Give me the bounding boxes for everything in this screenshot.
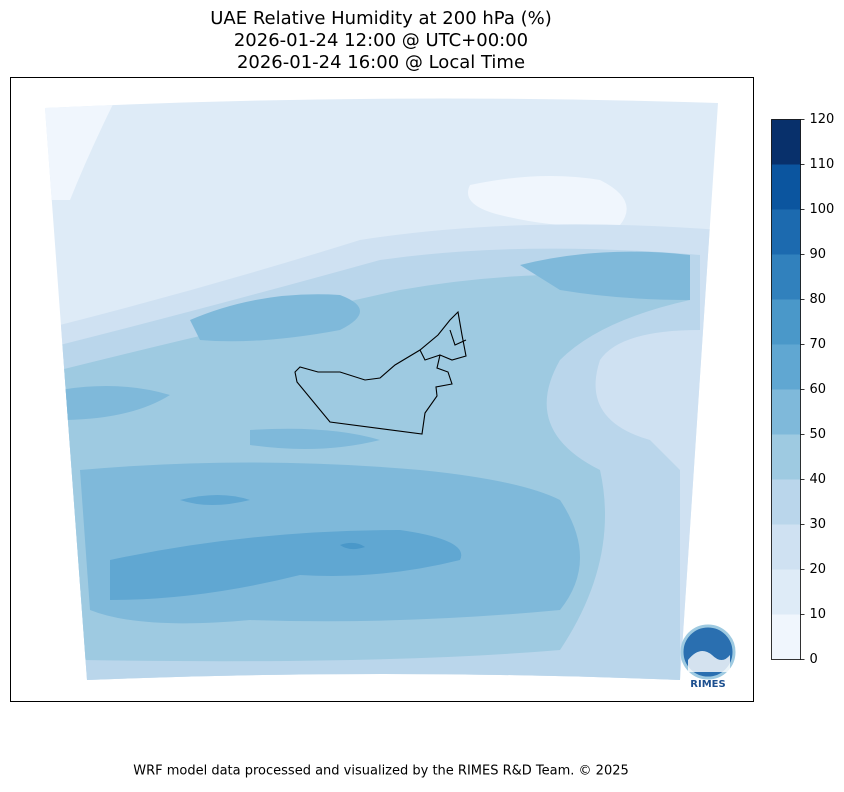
colorbar-tick-label: 80: [810, 292, 827, 307]
colorbar-segment: [771, 614, 801, 660]
colorbar-tick-label: 50: [810, 427, 827, 442]
colorbar-segment: [771, 209, 801, 255]
colorbar-segment: [771, 164, 801, 210]
colorbar-segment: [771, 569, 801, 615]
humidity-field: [45, 98, 718, 681]
colorbar-segment: [771, 119, 801, 165]
colorbar-segment: [771, 299, 801, 345]
colorbar-frame: [771, 119, 801, 660]
colorbar: 0 10 20 30 40 50 60 70 80 90 100 110 120: [771, 112, 835, 667]
colorbar-tick-label: 60: [810, 382, 827, 397]
logo: RIMES: [680, 624, 736, 690]
colorbar-tick-label: 10: [810, 607, 827, 622]
logo-text: RIMES: [690, 679, 725, 690]
colorbar-tick-label: 100: [810, 202, 835, 217]
colorbar-segment: [771, 344, 801, 390]
colorbar-tick-label: 90: [810, 247, 827, 262]
title-line: UAE Relative Humidity at 200 hPa (%): [210, 8, 551, 29]
colorbar-segment: [771, 524, 801, 570]
colorbar-segment: [771, 434, 801, 480]
footer: WRF model data processed and visualized …: [133, 764, 629, 779]
colorbar-tick-label: 20: [810, 562, 827, 577]
colorbar-segment: [771, 479, 801, 525]
colorbar-tick-label: 0: [810, 652, 818, 667]
uae-boundary: [294, 310, 467, 435]
title-line: 2026-01-24 16:00 @ Local Time: [237, 52, 525, 73]
colorbar-segment: [771, 254, 801, 300]
colorbar-segment: [771, 389, 801, 435]
colorbar-tick-label: 120: [810, 112, 835, 127]
title-line: 2026-01-24 12:00 @ UTC+00:00: [234, 30, 528, 51]
colorbar-tick-label: 70: [810, 337, 827, 352]
colorbar-tick-label: 40: [810, 472, 827, 487]
colorbar-tick-label: 30: [810, 517, 827, 532]
colorbar-tick-label: 110: [810, 157, 835, 172]
